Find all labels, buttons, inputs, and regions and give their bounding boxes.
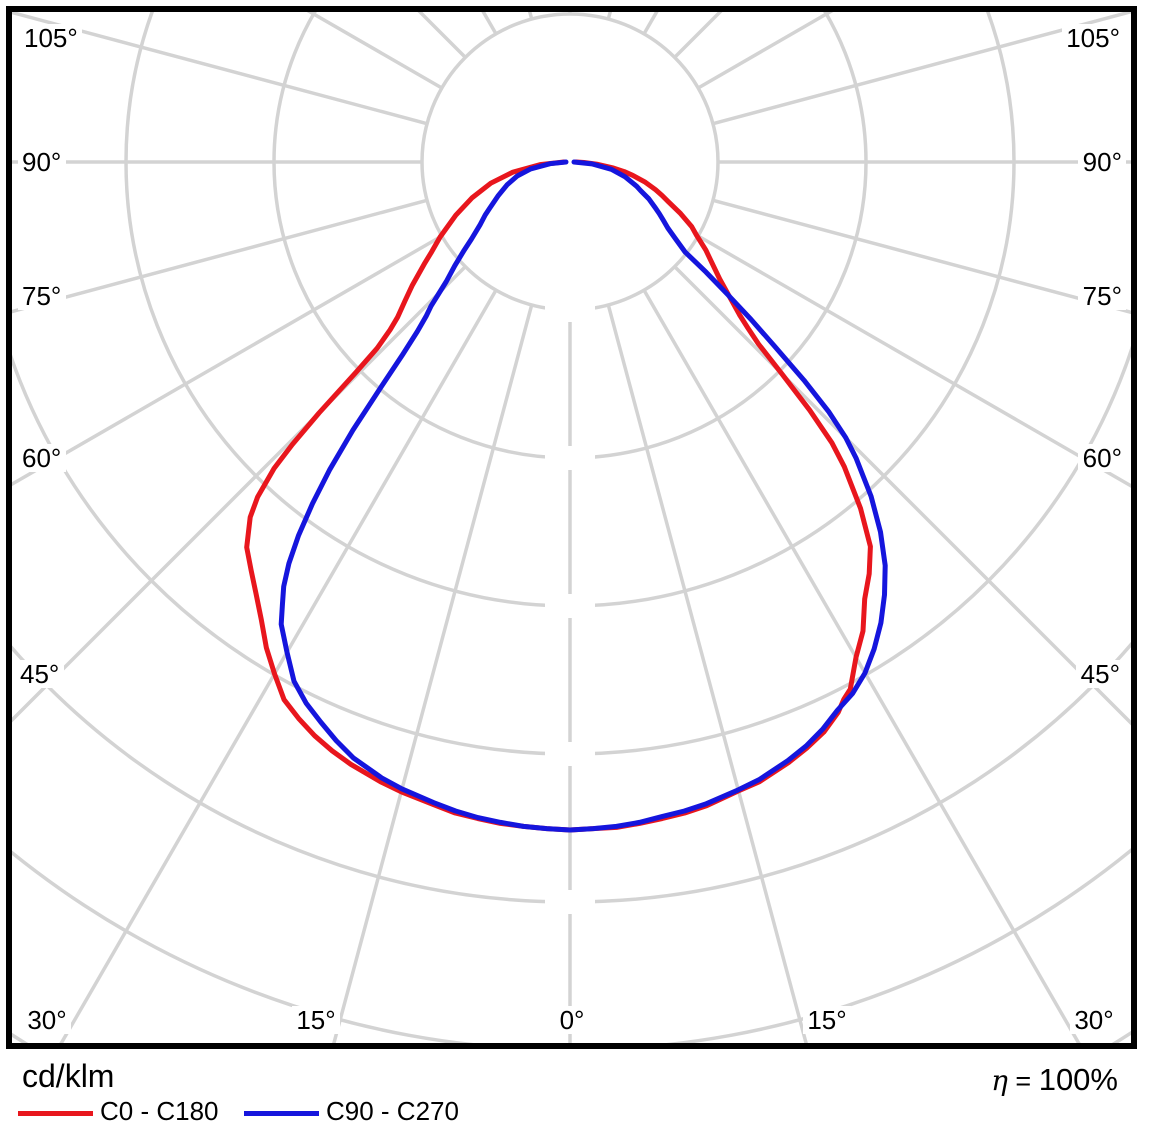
legend: C0 - C180 C90 - C270 (0, 1096, 1164, 1136)
angle-tick-label: 60° (22, 443, 61, 473)
angle-label-mask (555, 1006, 589, 1034)
angle-label-mask (18, 282, 66, 310)
grid-spoke (712, 198, 1131, 315)
angle-label-mask (16, 660, 64, 688)
angle-label-mask (18, 148, 66, 176)
angle-tick-label: 75° (1083, 281, 1122, 311)
angle-tick-label: 105° (1066, 23, 1120, 53)
angle-tick-label: 105° (24, 23, 78, 53)
axis-gap-mask (545, 446, 595, 470)
grid-spoke (12, 12, 428, 126)
angle-label-mask (23, 1006, 71, 1034)
grid-spoke (606, 304, 808, 1043)
grid-spoke (332, 304, 534, 1043)
angle-label-mask (1076, 660, 1124, 688)
eta-symbol: η (991, 1064, 1008, 1097)
grid-ring (12, 345, 1131, 756)
angle-label-mask (1062, 24, 1124, 52)
grid-spoke (642, 289, 1081, 1043)
angle-label-mask (292, 1006, 340, 1034)
angle-label-mask (1078, 282, 1126, 310)
angle-tick-label: 45° (20, 659, 59, 689)
grid-spoke (673, 265, 1131, 726)
angle-tick-label: 15° (296, 1005, 335, 1035)
angle-tick-label: 45° (1081, 659, 1120, 689)
axis-gap-mask (545, 594, 595, 618)
angle-tick-label: 0° (560, 1005, 585, 1035)
angle-tick-label: 60° (1083, 443, 1122, 473)
legend-swatch-c90-c270 (244, 1111, 319, 1116)
grid-ring (420, 12, 720, 312)
angle-tick-label: 90° (22, 147, 61, 177)
eta-value: 100% (1038, 1062, 1118, 1097)
angle-label-mask (1070, 1006, 1118, 1034)
axis-gap-mask (545, 890, 595, 914)
grid-spoke (59, 289, 498, 1043)
angle-tick-label: 15° (807, 1005, 846, 1035)
angle-label-mask (1078, 444, 1126, 472)
angle-label-mask (1078, 148, 1126, 176)
plot-border (6, 6, 1137, 1049)
light-output-ratio: η = 100% (991, 1062, 1118, 1098)
axis-gap-mask (545, 742, 595, 766)
grid-spoke (712, 12, 1131, 126)
grid-spoke (12, 234, 443, 487)
curve-c90-c270 (278, 159, 888, 833)
angle-label-mask (803, 1006, 851, 1034)
legend-label-c0-c180: C0 - C180 (100, 1096, 219, 1126)
angle-tick-label: 90° (1083, 147, 1122, 177)
legend-label-c90-c270: C90 - C270 (326, 1096, 459, 1126)
eta-equals: = (1015, 1066, 1032, 1096)
angle-tick-label: 75° (22, 281, 61, 311)
units-label: cd/klm (22, 1058, 115, 1094)
angle-label-mask (20, 24, 82, 52)
curve-c0-c180 (244, 159, 873, 833)
grid-spoke (12, 198, 428, 314)
angle-tick-label: 30° (1074, 1005, 1113, 1035)
angle-label-mask (18, 444, 66, 472)
legend-swatch-c0-c180 (18, 1111, 93, 1116)
axis-gap-mask (545, 298, 595, 322)
angle-tick-label: 30° (27, 1005, 66, 1035)
grid-spoke (697, 234, 1131, 488)
